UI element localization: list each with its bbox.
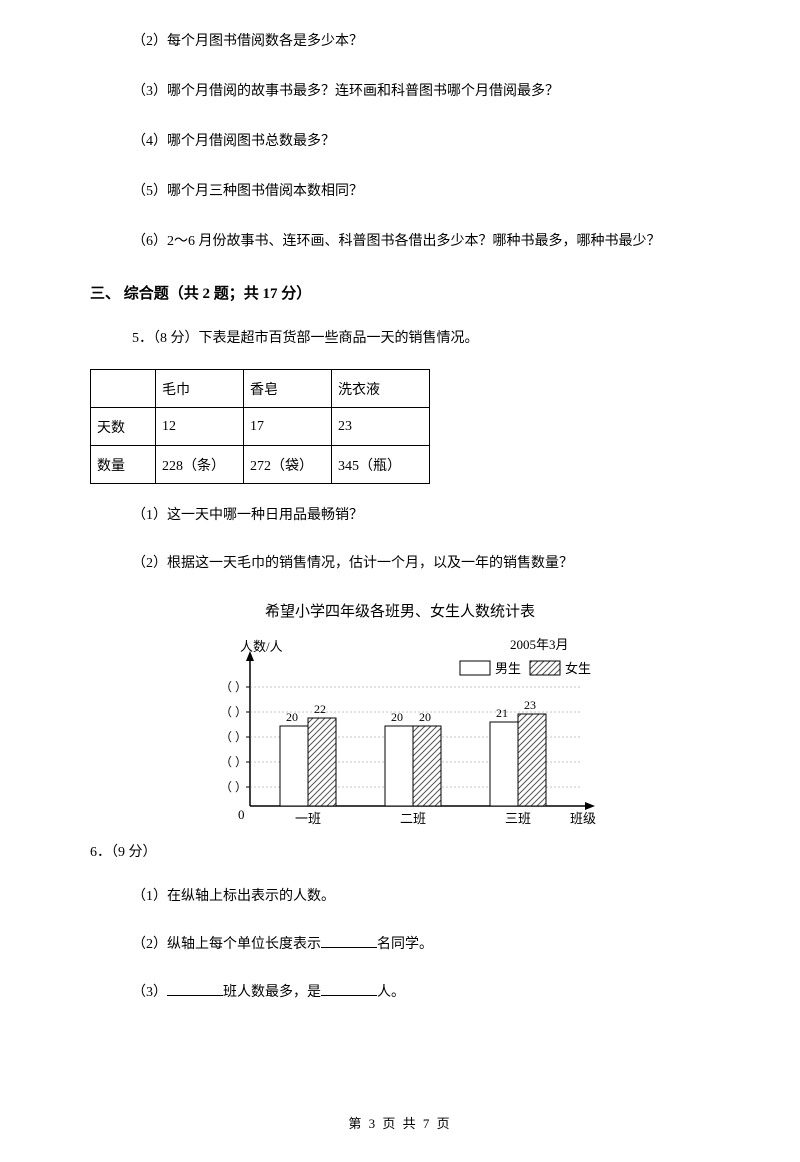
chart-date: 2005年3月 bbox=[510, 637, 569, 652]
text: 班人数最多，是 bbox=[223, 985, 321, 1000]
svg-text:（ ）: （ ） bbox=[220, 730, 247, 744]
svg-text:20: 20 bbox=[391, 710, 403, 724]
svg-text:20: 20 bbox=[419, 710, 431, 724]
table-row: 毛巾 香皂 洗衣液 bbox=[91, 370, 430, 408]
text: 人。 bbox=[377, 985, 405, 1000]
cell: 数量 bbox=[91, 446, 156, 484]
problem-6-q2: （2）纵轴上每个单位长度表示 名同学。 bbox=[90, 933, 710, 953]
legend-girl: 女生 bbox=[565, 661, 591, 676]
svg-text:22: 22 bbox=[314, 702, 326, 716]
table-row: 天数 12 17 23 bbox=[91, 408, 430, 446]
question-6: （6）2～6 月份故事书、连环画、科普图书各借出多少本？哪种书最多，哪种书最少？ bbox=[90, 230, 710, 250]
problem-6-q3: （3） 班人数最多，是 人。 bbox=[90, 981, 710, 1001]
fill-blank[interactable] bbox=[321, 934, 377, 948]
section-3-title: 三、 综合题（共 2 题；共 17 分） bbox=[90, 282, 710, 303]
svg-text:班级: 班级 bbox=[570, 811, 596, 826]
fill-blank[interactable] bbox=[321, 982, 377, 996]
table-row: 数量 228（条） 272（袋） 345（瓶） bbox=[91, 446, 430, 484]
problem-6-q1: （1）在纵轴上标出表示的人数。 bbox=[90, 885, 710, 905]
cell bbox=[91, 370, 156, 408]
cell: 香皂 bbox=[244, 370, 332, 408]
svg-text:（ ）: （ ） bbox=[220, 680, 247, 694]
svg-text:20: 20 bbox=[286, 710, 298, 724]
svg-text:二班: 二班 bbox=[400, 811, 426, 826]
text: （2）纵轴上每个单位长度表示 bbox=[132, 937, 321, 952]
cell: 345（瓶） bbox=[332, 446, 430, 484]
cell: 12 bbox=[156, 408, 244, 446]
cell: 天数 bbox=[91, 408, 156, 446]
cell: 毛巾 bbox=[156, 370, 244, 408]
problem-5-q2: （2）根据这一天毛巾的销售情况，估计一个月，以及一年的销售数量？ bbox=[90, 552, 710, 572]
svg-text:（ ）: （ ） bbox=[220, 705, 247, 719]
problem-5-intro: 5．（8 分）下表是超市百货部一些商品一天的销售情况。 bbox=[90, 327, 710, 347]
bar-chart: 2005年3月 男生 女生 人数/人 （ ） （ ） （ ） （ ） （ ） 0… bbox=[190, 631, 610, 841]
sales-table: 毛巾 香皂 洗衣液 天数 12 17 23 数量 228（条） 272（袋） 3… bbox=[90, 369, 430, 484]
cell: 17 bbox=[244, 408, 332, 446]
question-5: （5）哪个月三种图书借阅本数相同？ bbox=[90, 180, 710, 200]
legend-boy: 男生 bbox=[495, 661, 521, 676]
svg-text:（ ）: （ ） bbox=[220, 780, 247, 794]
cell: 洗衣液 bbox=[332, 370, 430, 408]
question-4: （4）哪个月借阅图书总数最多？ bbox=[90, 130, 710, 150]
cell: 23 bbox=[332, 408, 430, 446]
cell: 228（条） bbox=[156, 446, 244, 484]
page-footer: 第 3 页 共 7 页 bbox=[0, 1113, 800, 1132]
svg-text:21: 21 bbox=[496, 706, 508, 720]
y-axis-label: 人数/人 bbox=[240, 639, 283, 654]
fill-blank[interactable] bbox=[167, 982, 223, 996]
svg-text:一班: 一班 bbox=[295, 811, 321, 826]
text: （3） bbox=[132, 985, 167, 1000]
problem-6-prefix: 6．（9 分） bbox=[90, 841, 710, 861]
cell: 272（袋） bbox=[244, 446, 332, 484]
problem-5-q1: （1）这一天中哪一种日用品最畅销？ bbox=[90, 504, 710, 524]
svg-text:三班: 三班 bbox=[505, 811, 531, 826]
question-3: （3）哪个月借阅的故事书最多？连环画和科普图书哪个月借阅最多？ bbox=[90, 80, 710, 100]
svg-text:23: 23 bbox=[524, 698, 536, 712]
svg-text:（ ）: （ ） bbox=[220, 755, 247, 769]
text: 名同学。 bbox=[377, 937, 433, 952]
chart-title: 希望小学四年级各班男、女生人数统计表 bbox=[90, 600, 710, 621]
svg-text:0: 0 bbox=[238, 807, 245, 822]
question-2: （2）每个月图书借阅数各是多少本？ bbox=[90, 30, 710, 50]
